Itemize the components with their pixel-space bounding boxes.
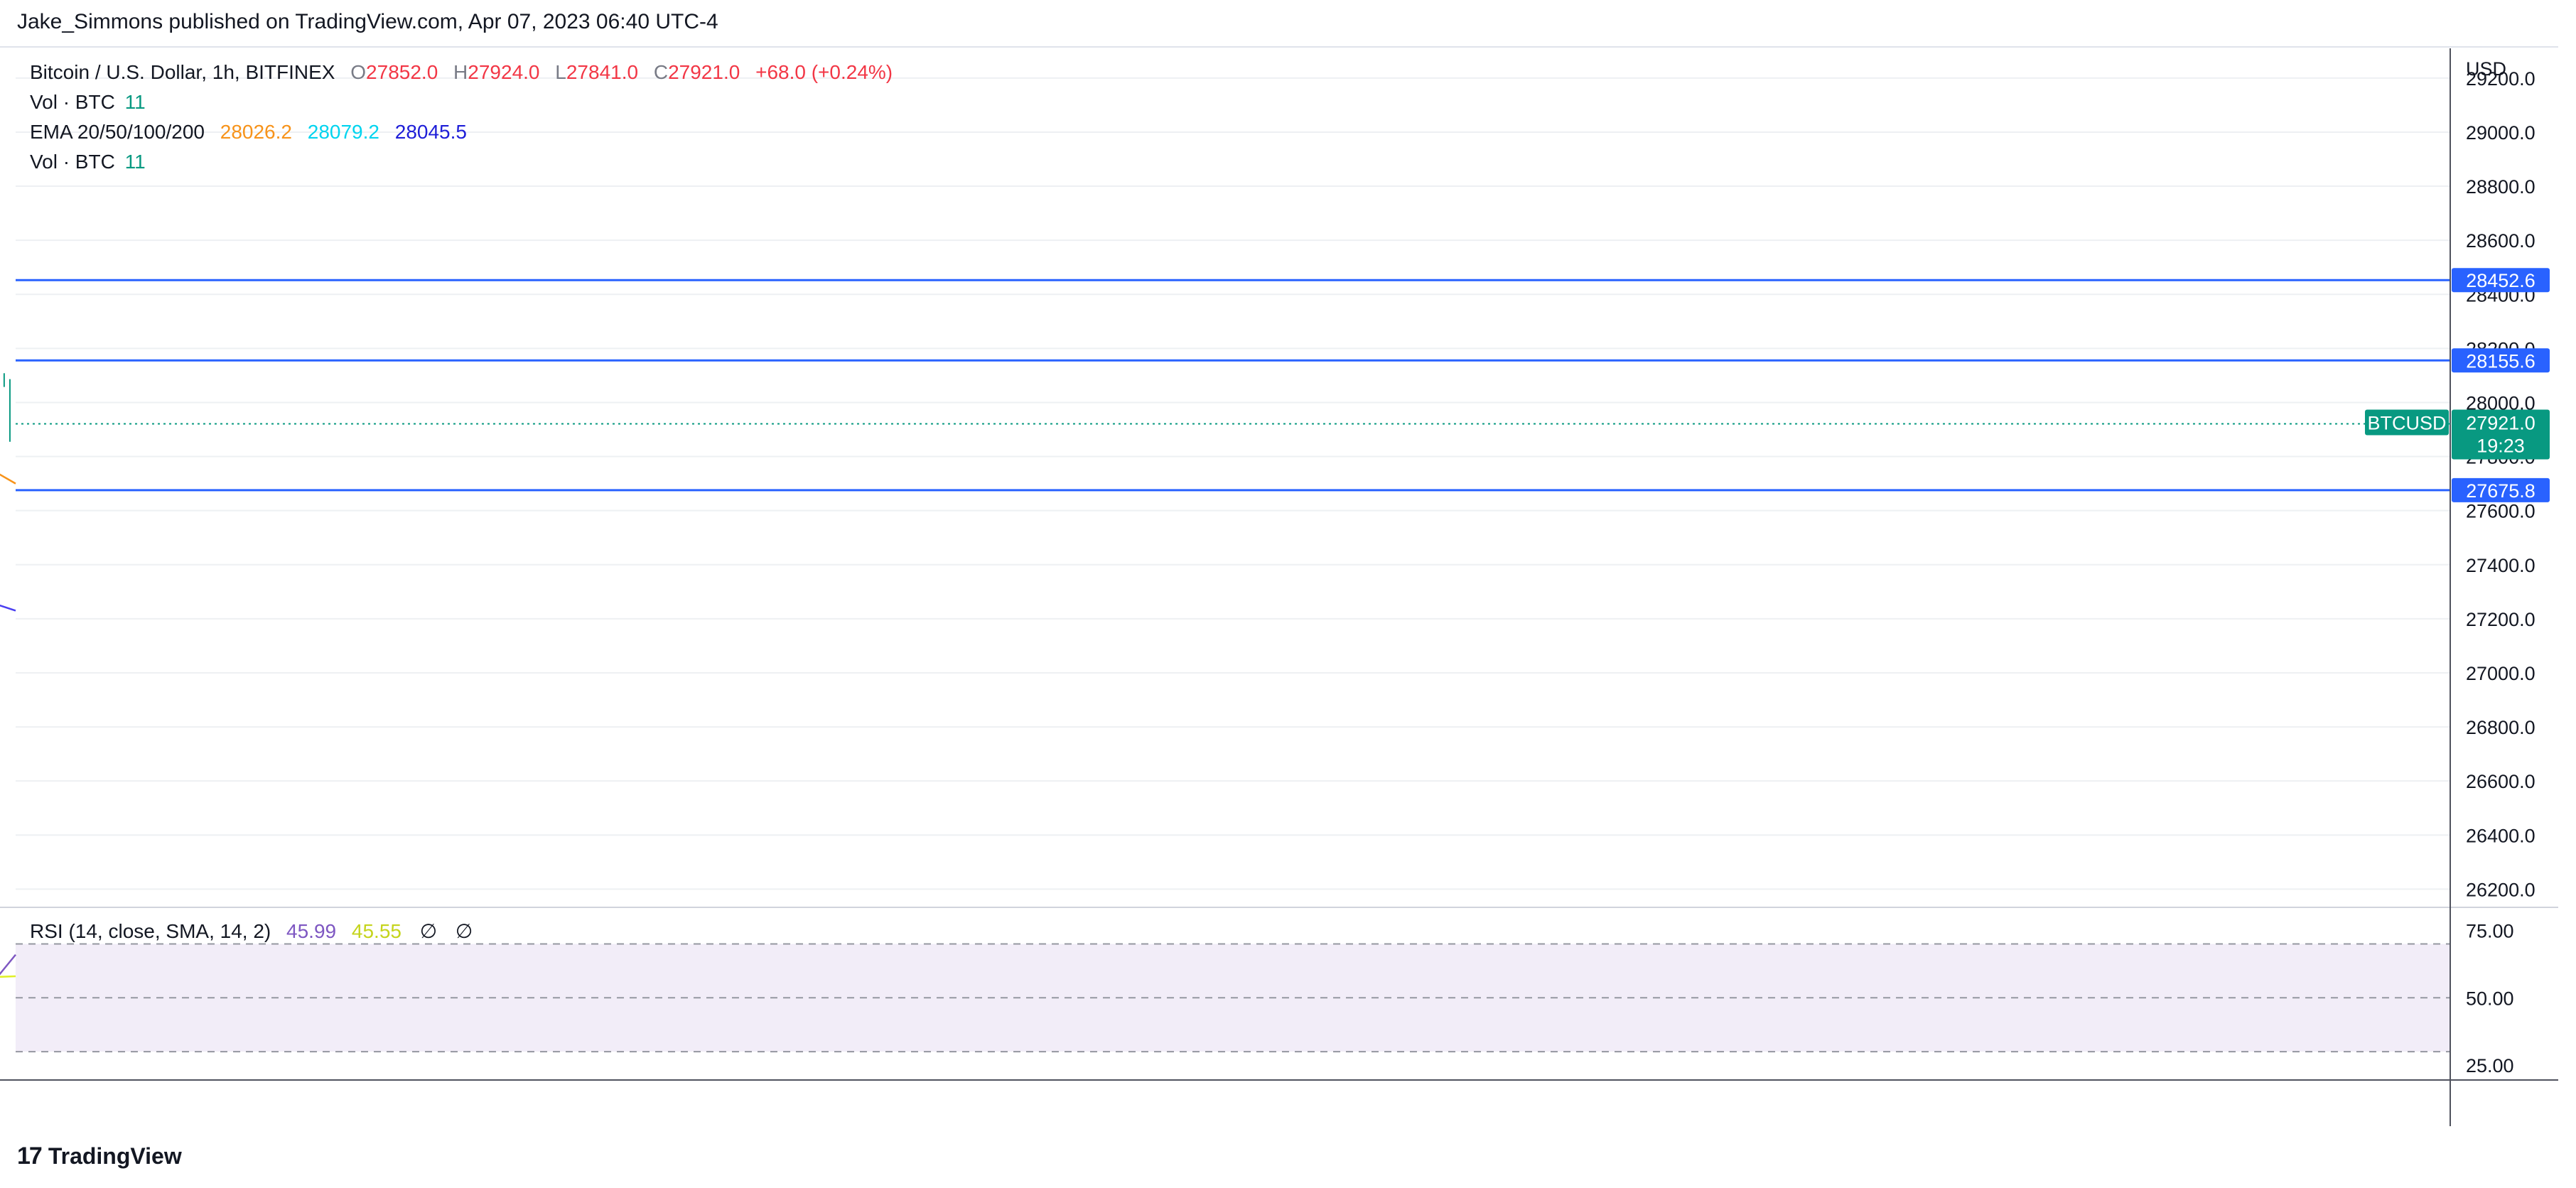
rsi-na-1: ∅ (419, 920, 438, 942)
level-tag-label: 28452.6 (2466, 270, 2535, 291)
ema20-value: 28026.2 (220, 121, 292, 143)
horizontal-levels[interactable] (16, 279, 2450, 492)
price-tick-label: 26800.0 (2466, 717, 2535, 738)
tradingview-brand[interactable]: 17 TradingView (17, 1143, 182, 1170)
price-tick-label: 26400.0 (2466, 825, 2535, 846)
close-label: C (653, 61, 669, 83)
ema20-line (0, 473, 16, 485)
axes (0, 46, 2558, 1126)
vol-value-1: 11 (124, 91, 146, 113)
symbol-tag (2365, 409, 2449, 436)
level-tag (2452, 348, 2550, 373)
open-label: O (350, 61, 367, 83)
legend-vol-row-1: Vol · BTC 11 (30, 91, 150, 114)
grid (0, 77, 2558, 908)
level-tag-label: 27675.8 (2466, 480, 2535, 502)
legend-symbol-row: Bitcoin / U.S. Dollar, 1h, BITFINEX O278… (30, 61, 897, 84)
price-tick-label: 28600.0 (2466, 230, 2535, 252)
rsi-line (0, 954, 16, 976)
ema-label[interactable]: EMA 20/50/100/200 (30, 121, 205, 143)
price-tick-label: 27000.0 (2466, 663, 2535, 684)
open-value: 27852.0 (366, 61, 438, 83)
symbol-tag-label: BTCUSD (2367, 413, 2446, 434)
ema100-value: 28045.5 (394, 121, 467, 143)
ema-lines (0, 473, 16, 612)
rsi-lines (0, 954, 16, 978)
rsi-tick-label: 25.00 (2466, 1055, 2514, 1076)
low-label: L (555, 61, 566, 83)
price-tick-label: 27600.0 (2466, 501, 2535, 522)
high-value: 27924.0 (468, 61, 540, 83)
tradingview-name: TradingView (48, 1143, 182, 1169)
price-tick-label: 26600.0 (2466, 771, 2535, 792)
rsi-value: 45.99 (286, 920, 337, 942)
legend-vol-row-2: Vol · BTC 11 (30, 151, 150, 173)
legend-ema-row: EMA 20/50/100/200 28026.2 28079.2 28045.… (30, 121, 471, 144)
level-tag (2452, 268, 2550, 293)
ema100-line (0, 604, 16, 612)
tradingview-logo-icon: 17 (17, 1143, 43, 1170)
rsi-sma-value: 45.55 (351, 920, 402, 942)
vol-label-1[interactable]: Vol · BTC (30, 91, 115, 113)
rsi-tick-label: 75.00 (2466, 921, 2514, 942)
countdown-label: 19:23 (2477, 436, 2525, 457)
close-value: 27921.0 (668, 61, 740, 83)
price-tick-label: 28800.0 (2466, 176, 2535, 198)
legend-rsi-row: RSI (14, close, SMA, 14, 2) 45.99 45.55 … (30, 919, 477, 943)
published-line: Jake_Simmons published on TradingView.co… (17, 10, 718, 33)
vol-value-2: 11 (124, 151, 146, 173)
rsi-tick-label: 50.00 (2466, 988, 2514, 1009)
candles (3, 373, 11, 442)
symbol-name[interactable]: Bitcoin / U.S. Dollar, 1h, BITFINEX (30, 61, 335, 83)
price-tick-label: 27200.0 (2466, 609, 2535, 630)
last-price-label: 27921.0 (2466, 413, 2535, 434)
price-tick-label: 29200.0 (2466, 68, 2535, 90)
vol-label-2[interactable]: Vol · BTC (30, 151, 115, 173)
level-tag-label: 28155.6 (2466, 350, 2535, 372)
last-price-tag (2452, 409, 2550, 460)
rsi-axis: 75.00 50.00 25.00 (2466, 921, 2514, 1077)
price-axis-unit: USD (2466, 58, 2506, 80)
change-value: +68.0 (+0.24%) (755, 61, 893, 83)
price-tick-label: 27400.0 (2466, 555, 2535, 576)
rsi-na-2: ∅ (455, 920, 473, 942)
price-tick-label: 29000.0 (2466, 122, 2535, 144)
price-tags: 28452.6 28155.6 27675.8 BTCUSD 27921.019:23 (16, 268, 2550, 502)
level-tag (2452, 477, 2550, 502)
rsi-label[interactable]: RSI (14, close, SMA, 14, 2) (30, 920, 271, 942)
low-value: 27841.0 (566, 61, 639, 83)
price-tick-label: 26200.0 (2466, 879, 2535, 900)
ema50-value: 28079.2 (307, 121, 379, 143)
rsi-levels (16, 943, 2450, 1053)
high-label: H (453, 61, 468, 83)
